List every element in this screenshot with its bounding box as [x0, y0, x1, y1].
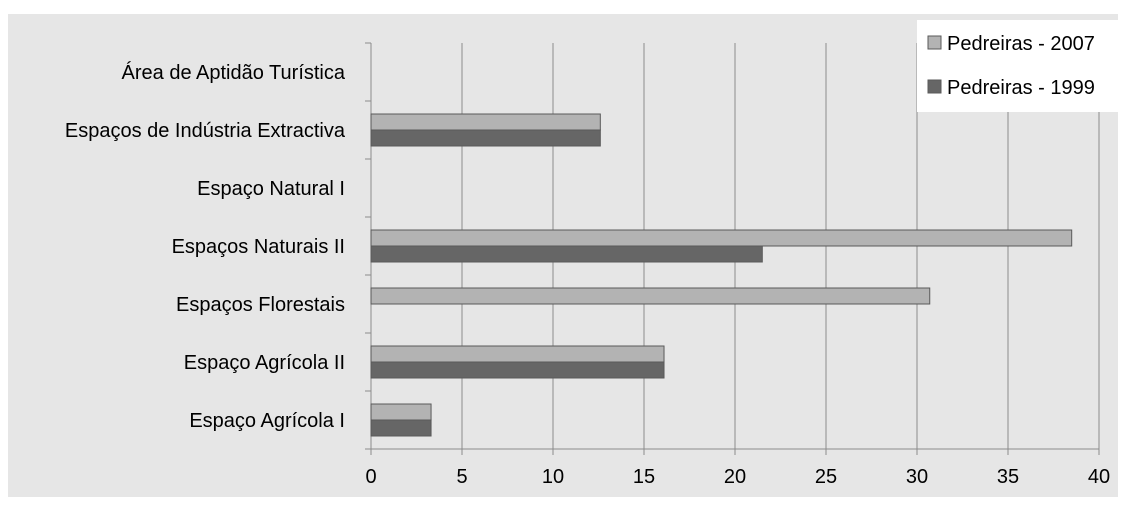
bar	[370, 129, 601, 147]
bar	[370, 287, 931, 305]
bar	[370, 229, 1073, 247]
legend-swatch	[927, 79, 942, 94]
x-tick-label: 20	[724, 466, 746, 488]
x-tick-label: 10	[542, 466, 564, 488]
bar	[370, 345, 665, 363]
bar	[370, 419, 432, 437]
category-label: Espaços de Indústria Extractiva	[65, 120, 346, 142]
bar	[370, 113, 601, 131]
category-label: Área de Aptidão Turística	[122, 61, 346, 84]
legend-label: Pedreiras - 2007	[947, 33, 1095, 55]
x-tick-label: 35	[997, 466, 1019, 488]
x-tick-label: 0	[365, 466, 376, 488]
legend-box	[917, 20, 1126, 112]
x-tick-label: 40	[1088, 466, 1110, 488]
x-tick-label: 25	[815, 466, 837, 488]
category-label: Espaço Agrícola I	[189, 410, 345, 432]
category-label: Espaços Naturais II	[172, 236, 345, 258]
category-label: Espaços Florestais	[176, 294, 345, 316]
category-label: Espaço Agrícola II	[184, 352, 345, 374]
bar	[370, 245, 763, 263]
legend-label: Pedreiras - 1999	[947, 77, 1095, 99]
x-tick-label: 5	[456, 466, 467, 488]
bar	[370, 403, 432, 421]
legend-swatch	[927, 35, 942, 50]
x-tick-label: 15	[633, 466, 655, 488]
x-tick-label: 30	[906, 466, 928, 488]
category-label: Espaço Natural I	[197, 178, 345, 200]
bar	[370, 361, 665, 379]
